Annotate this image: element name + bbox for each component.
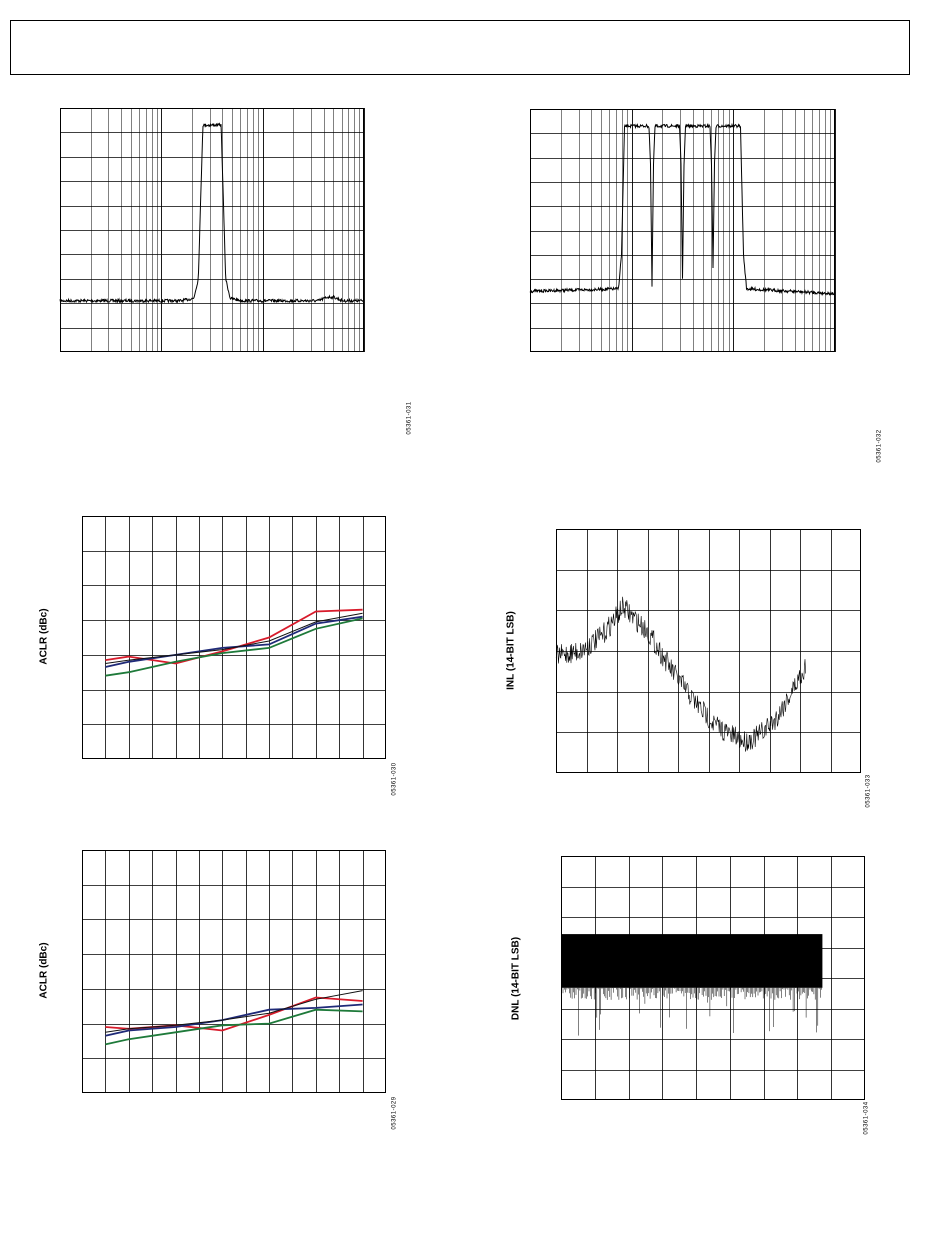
aclr-2-frame [82, 850, 386, 1093]
aclr-2-series-3 [105, 990, 363, 1033]
inl-plot [555, 529, 861, 773]
aclr-2-plot [82, 850, 386, 1093]
spectrum-four-frame [530, 109, 835, 352]
inl-trace [555, 596, 806, 752]
page-header-box [10, 20, 910, 75]
figure-id-034: 05361-034 [863, 1101, 870, 1135]
aclr-1-frame [82, 516, 386, 759]
aclr-1-plot [82, 516, 386, 759]
spectrum-four-chart [529, 109, 836, 352]
spectrum-four-plot [529, 109, 836, 352]
aclr-2-chart [82, 850, 386, 1093]
aclr-1-series-2 [105, 617, 363, 677]
spectrum-single-plot [59, 108, 365, 352]
inl-frame [556, 529, 861, 773]
figure-id-029: 05361-029 [391, 1096, 398, 1130]
spectrum-single-trace [59, 122, 365, 304]
aclr-1-ylabel: ACLR (dBc) [38, 608, 50, 665]
inl-chart [555, 529, 861, 773]
figure-id-033: 05361-033 [865, 774, 872, 808]
dnl-ylabel: DNL (14-BIT LSB) [510, 936, 522, 1021]
aclr-2-ylabel: ACLR (dBc) [38, 942, 50, 999]
aclr-1-series-0 [105, 608, 363, 665]
aclr-1-chart [82, 516, 386, 759]
aclr-2-series-2 [105, 1008, 363, 1046]
aclr-1-series-1 [105, 615, 363, 668]
dnl-spikes [562, 987, 822, 1036]
spectrum-single-frame [60, 108, 364, 352]
figure-id-031: 05361-031 [406, 401, 413, 435]
dnl-plot [561, 856, 865, 1100]
dnl-band [561, 934, 823, 988]
inl-ylabel: INL (14-BIT LSB) [505, 611, 517, 690]
figure-id-030: 05361-030 [391, 762, 398, 796]
spectrum-single-chart [59, 108, 365, 352]
dnl-chart [561, 856, 865, 1100]
aclr-1-series-3 [105, 612, 363, 664]
spectrum-four-trace [529, 122, 836, 297]
figure-id-032: 05361-032 [876, 429, 883, 463]
